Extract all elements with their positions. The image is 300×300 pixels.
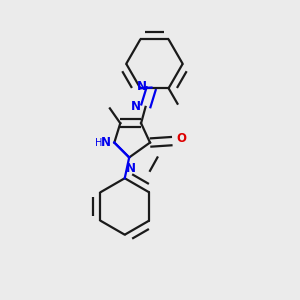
Text: H: H bbox=[95, 138, 103, 148]
Text: N: N bbox=[137, 80, 147, 93]
Text: O: O bbox=[176, 132, 186, 145]
Text: N: N bbox=[126, 162, 136, 175]
Text: N: N bbox=[131, 100, 141, 112]
Text: N: N bbox=[101, 136, 111, 149]
